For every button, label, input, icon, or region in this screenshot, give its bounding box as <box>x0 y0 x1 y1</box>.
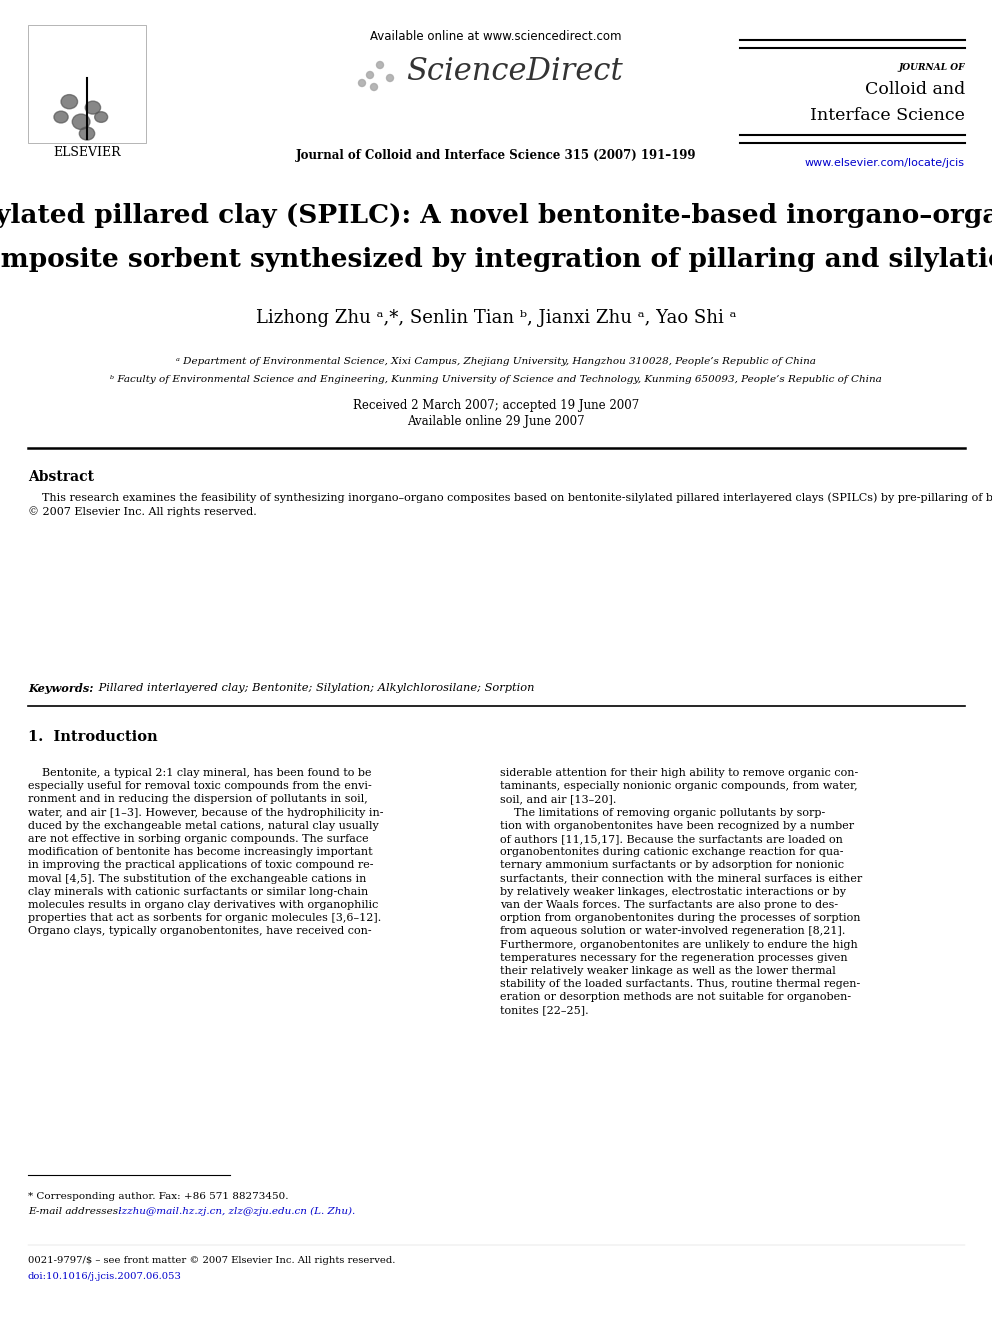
Text: Colloid and: Colloid and <box>865 82 965 98</box>
Text: their relatively weaker linkage as well as the lower thermal: their relatively weaker linkage as well … <box>500 966 835 976</box>
Text: van der Waals forces. The surfactants are also prone to des-: van der Waals forces. The surfactants ar… <box>500 900 838 910</box>
Text: clay minerals with cationic surfactants or similar long-chain: clay minerals with cationic surfactants … <box>28 886 368 897</box>
Ellipse shape <box>62 95 77 108</box>
Text: siderable attention for their high ability to remove organic con-: siderable attention for their high abili… <box>500 767 858 778</box>
Text: JOURNAL OF: JOURNAL OF <box>899 64 965 73</box>
Text: ScienceDirect: ScienceDirect <box>406 57 623 87</box>
Text: by relatively weaker linkages, electrostatic interactions or by: by relatively weaker linkages, electrost… <box>500 886 846 897</box>
Text: organobentonites during cationic exchange reaction for qua-: organobentonites during cationic exchang… <box>500 847 843 857</box>
Text: This research examines the feasibility of synthesizing inorgano–organo composite: This research examines the feasibility o… <box>28 492 992 517</box>
Text: www.elsevier.com/locate/jcis: www.elsevier.com/locate/jcis <box>805 157 965 168</box>
Text: doi:10.1016/j.jcis.2007.06.053: doi:10.1016/j.jcis.2007.06.053 <box>28 1271 182 1281</box>
Text: Furthermore, organobentonites are unlikely to endure the high: Furthermore, organobentonites are unlike… <box>500 939 858 950</box>
Ellipse shape <box>94 111 108 122</box>
Text: eration or desorption methods are not suitable for organoben-: eration or desorption methods are not su… <box>500 992 851 1003</box>
Text: 0021-9797/$ – see front matter © 2007 Elsevier Inc. All rights reserved.: 0021-9797/$ – see front matter © 2007 El… <box>28 1256 396 1265</box>
Text: from aqueous solution or water-involved regeneration [8,21].: from aqueous solution or water-involved … <box>500 926 845 937</box>
Text: E-mail addresses:: E-mail addresses: <box>28 1207 122 1216</box>
Text: moval [4,5]. The substitution of the exchangeable cations in: moval [4,5]. The substitution of the exc… <box>28 873 366 884</box>
Text: ᵃ Department of Environmental Science, Xixi Campus, Zhejiang University, Hangzho: ᵃ Department of Environmental Science, X… <box>176 357 816 366</box>
Text: modification of bentonite has become increasingly important: modification of bentonite has become inc… <box>28 847 373 857</box>
Text: in improving the practical applications of toxic compound re-: in improving the practical applications … <box>28 860 374 871</box>
Text: The limitations of removing organic pollutants by sorp-: The limitations of removing organic poll… <box>500 807 825 818</box>
Text: Received 2 March 2007; accepted 19 June 2007: Received 2 March 2007; accepted 19 June … <box>353 398 639 411</box>
Text: Bentonite, a typical 2:1 clay mineral, has been found to be: Bentonite, a typical 2:1 clay mineral, h… <box>28 767 371 778</box>
Text: tonites [22–25].: tonites [22–25]. <box>500 1005 588 1016</box>
Ellipse shape <box>387 74 394 82</box>
Ellipse shape <box>54 111 68 123</box>
Text: surfactants, their connection with the mineral surfaces is either: surfactants, their connection with the m… <box>500 873 862 884</box>
Text: ternary ammonium surfactants or by adsorption for nonionic: ternary ammonium surfactants or by adsor… <box>500 860 844 871</box>
Text: duced by the exchangeable metal cations, natural clay usually: duced by the exchangeable metal cations,… <box>28 820 379 831</box>
Text: water, and air [1–3]. However, because of the hydrophilicity in-: water, and air [1–3]. However, because o… <box>28 807 384 818</box>
Text: Keywords:: Keywords: <box>28 683 93 693</box>
Ellipse shape <box>366 71 374 78</box>
Text: soil, and air [13–20].: soil, and air [13–20]. <box>500 794 616 804</box>
Text: ᵇ Faculty of Environmental Science and Engineering, Kunming University of Scienc: ᵇ Faculty of Environmental Science and E… <box>110 376 882 385</box>
Text: Pillared interlayered clay; Bentonite; Silylation; Alkylchlorosilane; Sorption: Pillared interlayered clay; Bentonite; S… <box>95 683 535 693</box>
Text: Available online 29 June 2007: Available online 29 June 2007 <box>407 415 585 429</box>
Text: tion with organobentonites have been recognized by a number: tion with organobentonites have been rec… <box>500 820 854 831</box>
Text: composite sorbent synthesized by integration of pillaring and silylation: composite sorbent synthesized by integra… <box>0 247 992 273</box>
Text: 1.  Introduction: 1. Introduction <box>28 730 158 744</box>
Text: properties that act as sorbents for organic molecules [3,6–12].: properties that act as sorbents for orga… <box>28 913 381 923</box>
Text: orption from organobentonites during the processes of sorption: orption from organobentonites during the… <box>500 913 860 923</box>
Text: Lizhong Zhu ᵃ,*, Senlin Tian ᵇ, Jianxi Zhu ᵃ, Yao Shi ᵃ: Lizhong Zhu ᵃ,*, Senlin Tian ᵇ, Jianxi Z… <box>256 310 736 327</box>
Text: Silylated pillared clay (SPILC): A novel bentonite-based inorgano–organo: Silylated pillared clay (SPILC): A novel… <box>0 202 992 228</box>
Ellipse shape <box>72 114 90 130</box>
Text: Journal of Colloid and Interface Science 315 (2007) 191–199: Journal of Colloid and Interface Science… <box>296 148 696 161</box>
Text: stability of the loaded surfactants. Thus, routine thermal regen-: stability of the loaded surfactants. Thu… <box>500 979 860 990</box>
Ellipse shape <box>85 101 100 114</box>
Text: Available online at www.sciencedirect.com: Available online at www.sciencedirect.co… <box>370 30 622 44</box>
Bar <box>28 25 146 143</box>
Text: especially useful for removal toxic compounds from the envi-: especially useful for removal toxic comp… <box>28 781 372 791</box>
Text: * Corresponding author. Fax: +86 571 88273450.: * Corresponding author. Fax: +86 571 882… <box>28 1192 289 1201</box>
Text: of authors [11,15,17]. Because the surfactants are loaded on: of authors [11,15,17]. Because the surfa… <box>500 833 843 844</box>
Text: are not effective in sorbing organic compounds. The surface: are not effective in sorbing organic com… <box>28 833 369 844</box>
Ellipse shape <box>79 127 94 140</box>
Text: molecules results in organo clay derivatives with organophilic: molecules results in organo clay derivat… <box>28 900 378 910</box>
Ellipse shape <box>377 61 384 69</box>
Text: taminants, especially nonionic organic compounds, from water,: taminants, especially nonionic organic c… <box>500 781 858 791</box>
Ellipse shape <box>358 79 365 86</box>
Text: Interface Science: Interface Science <box>810 106 965 123</box>
Text: Abstract: Abstract <box>28 470 94 484</box>
Text: temperatures necessary for the regeneration processes given: temperatures necessary for the regenerat… <box>500 953 847 963</box>
Text: Organo clays, typically organobentonites, have received con-: Organo clays, typically organobentonites… <box>28 926 372 937</box>
Ellipse shape <box>370 83 378 90</box>
Text: ronment and in reducing the dispersion of pollutants in soil,: ronment and in reducing the dispersion o… <box>28 794 368 804</box>
Text: lzzhu@mail.hz.zj.cn, zlz@zju.edu.cn (L. Zhu).: lzzhu@mail.hz.zj.cn, zlz@zju.edu.cn (L. … <box>115 1207 355 1216</box>
Text: ELSEVIER: ELSEVIER <box>54 147 121 160</box>
